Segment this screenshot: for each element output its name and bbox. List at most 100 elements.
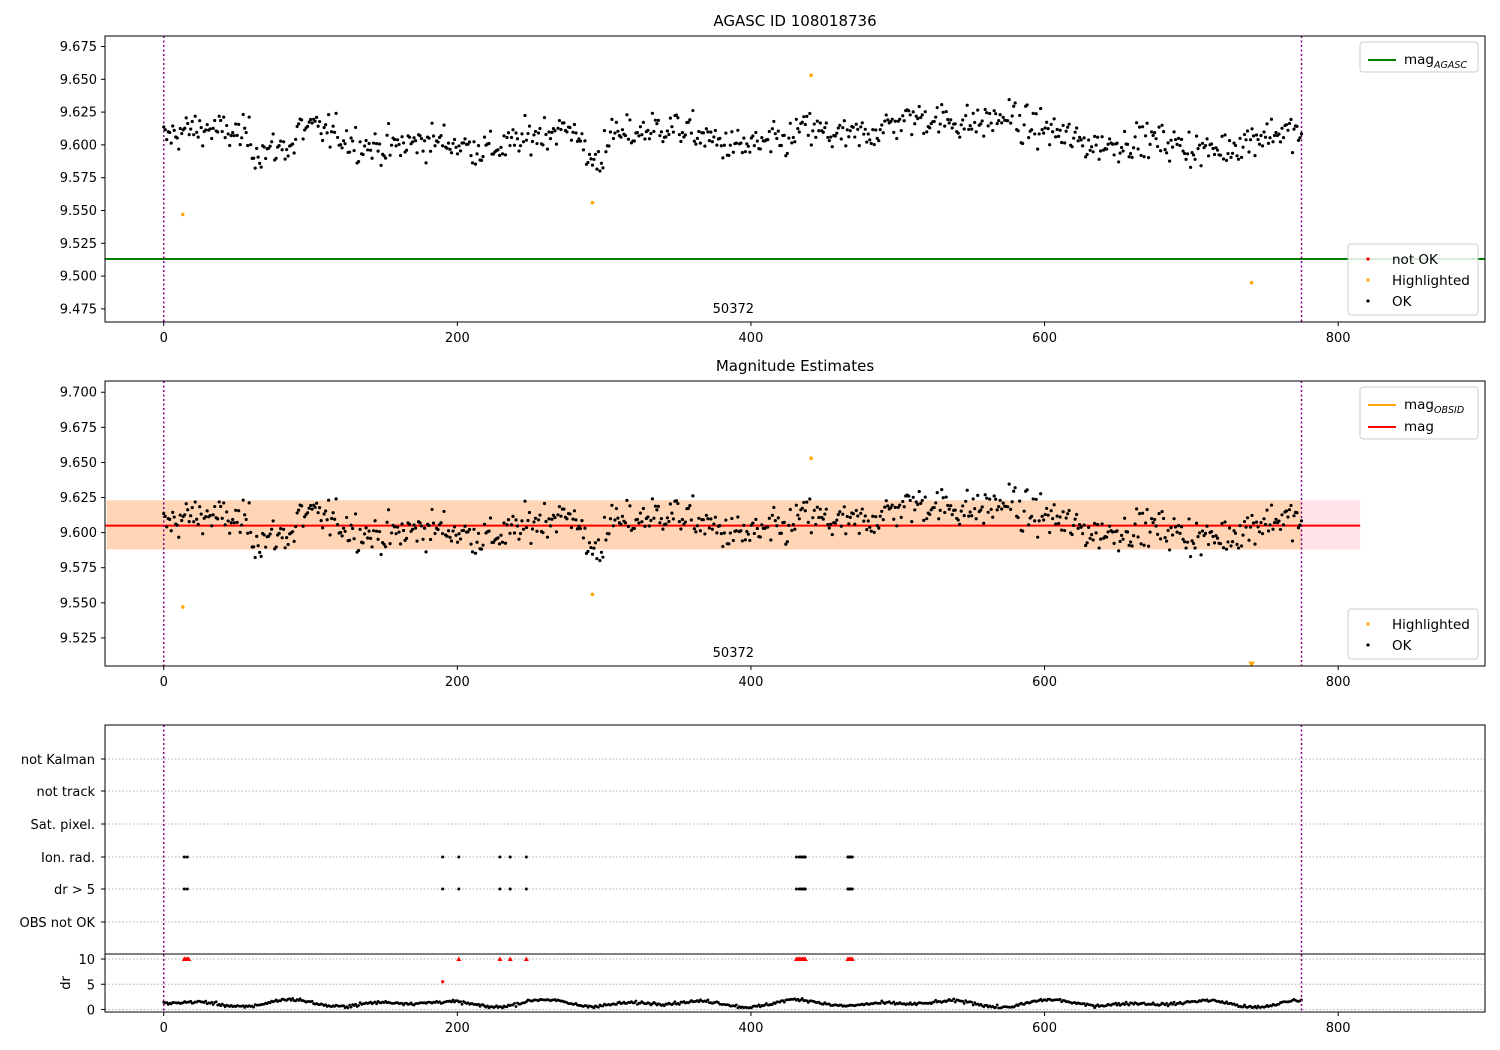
ok-point <box>193 500 197 504</box>
ok-point <box>829 522 833 526</box>
ok-point <box>219 504 223 509</box>
ok-point <box>175 136 179 140</box>
ok-point <box>421 149 425 153</box>
ok-point <box>967 514 971 518</box>
ok-point <box>592 157 596 162</box>
ok-point <box>895 136 899 141</box>
ok-point <box>249 530 253 534</box>
ok-point <box>632 139 637 143</box>
ok-point <box>222 115 226 119</box>
ok-point <box>1287 121 1292 126</box>
ok-point <box>865 528 869 532</box>
ok-point <box>718 136 722 140</box>
ok-point <box>596 538 601 542</box>
ok-point <box>635 130 640 135</box>
ok-point <box>1131 146 1136 150</box>
ok-point <box>647 137 652 141</box>
ok-point <box>515 524 520 528</box>
ok-point <box>752 144 756 148</box>
ok-point <box>823 512 827 516</box>
ok-point <box>1203 531 1208 535</box>
ok-point <box>324 509 328 513</box>
ok-point <box>892 130 896 135</box>
ok-point <box>851 125 855 129</box>
ok-point <box>1118 151 1122 155</box>
ok-point <box>440 144 445 148</box>
dr-point <box>677 1003 681 1006</box>
ok-point <box>613 518 617 522</box>
ok-point <box>1090 533 1094 537</box>
ok-point <box>610 503 614 507</box>
ok-point <box>385 520 389 524</box>
ok-point <box>796 513 800 517</box>
ok-point <box>508 143 512 148</box>
dr-point <box>1124 1000 1128 1004</box>
ok-point <box>610 117 614 121</box>
ok-point <box>713 515 717 519</box>
ok-point <box>237 122 241 126</box>
ok-point <box>991 128 995 133</box>
dr-clipped-marker <box>507 956 513 962</box>
panel1-ytick-label: 9.625 <box>60 106 97 121</box>
ok-point <box>848 515 852 520</box>
ok-point <box>544 132 548 137</box>
ok-point <box>241 112 245 117</box>
ok-point <box>830 145 834 149</box>
ok-point <box>1212 541 1217 545</box>
ok-point <box>1197 531 1202 535</box>
ok-point <box>1272 133 1277 138</box>
ok-point <box>920 113 924 117</box>
ok-point <box>1163 536 1167 540</box>
ok-point <box>1163 147 1167 152</box>
ok-point <box>331 511 335 515</box>
flag-event-point <box>803 887 807 891</box>
ok-point <box>947 507 951 511</box>
ok-point <box>901 114 905 118</box>
ok-point <box>536 518 541 522</box>
ok-point <box>586 549 590 554</box>
dr-point <box>342 1004 346 1008</box>
ok-point <box>731 538 735 543</box>
ok-point <box>976 108 980 112</box>
ok-point <box>571 517 575 521</box>
panel-magnitude-estimates: Magnitude Estimates 0 200 400 600 800 9.525 9.… <box>60 357 1486 690</box>
ok-point <box>1063 141 1067 145</box>
ok-point <box>1073 130 1077 134</box>
ok-point <box>457 532 461 536</box>
ok-point <box>1010 114 1014 118</box>
ok-point <box>469 542 473 546</box>
ok-point <box>451 529 455 533</box>
ok-point <box>452 525 457 529</box>
ok-point <box>1075 126 1079 130</box>
ok-point <box>826 523 830 527</box>
ok-point <box>776 516 780 520</box>
ok-point <box>533 516 538 520</box>
ok-point <box>1021 141 1025 146</box>
ok-point <box>628 504 632 508</box>
ok-point <box>1182 151 1187 156</box>
ok-point <box>961 504 965 508</box>
ok-point <box>328 533 332 537</box>
ok-point <box>932 505 936 510</box>
ok-point <box>961 118 965 122</box>
ok-point <box>1076 139 1080 143</box>
ok-point <box>1218 542 1223 546</box>
ok-point <box>271 519 275 523</box>
ok-point <box>734 141 738 145</box>
ok-point <box>577 524 581 528</box>
ok-point <box>1274 130 1278 135</box>
ok-point <box>1093 134 1097 138</box>
ok-point <box>1085 152 1089 157</box>
flag-event-point <box>185 855 189 859</box>
ok-point <box>1123 516 1127 520</box>
ok-point <box>327 498 331 502</box>
ok-point <box>521 527 526 531</box>
ok-point <box>1281 136 1286 140</box>
ok-point <box>1271 140 1275 144</box>
ok-point <box>701 518 705 522</box>
ok-point <box>1016 515 1020 520</box>
ok-point <box>1082 523 1086 527</box>
ok-point <box>611 524 616 528</box>
panel2-ytick-label: 9.650 <box>60 456 97 471</box>
ok-point <box>1133 522 1137 526</box>
